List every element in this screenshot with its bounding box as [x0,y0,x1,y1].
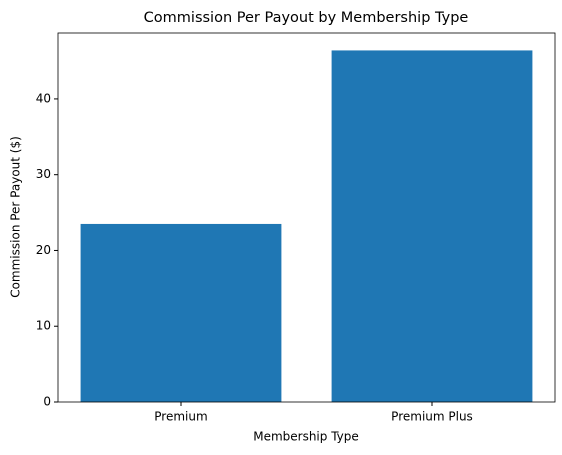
y-tick-label: 30 [36,167,51,181]
x-tick-label: Premium [154,410,207,424]
y-tick-label: 20 [36,243,51,257]
y-tick-label: 0 [43,395,51,409]
plot-frame [57,32,556,403]
x-tick-label: Premium Plus [391,410,473,424]
bar [80,223,282,402]
chart-title: Commission Per Payout by Membership Type [144,10,469,26]
y-tick-label: 40 [36,91,51,105]
bar [331,50,533,403]
y-tick-label: 10 [36,319,51,333]
x-axis-label: Membership Type [253,430,359,444]
y-axis-label: Commission Per Payout ($) [9,136,23,298]
